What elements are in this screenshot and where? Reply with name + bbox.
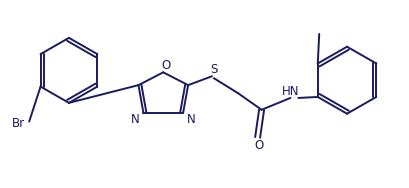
- Text: O: O: [254, 139, 263, 152]
- Text: N: N: [131, 113, 140, 126]
- Text: HN: HN: [282, 85, 299, 98]
- Text: Br: Br: [12, 117, 25, 130]
- Text: O: O: [162, 59, 171, 72]
- Text: N: N: [187, 113, 196, 126]
- Text: S: S: [210, 63, 218, 76]
